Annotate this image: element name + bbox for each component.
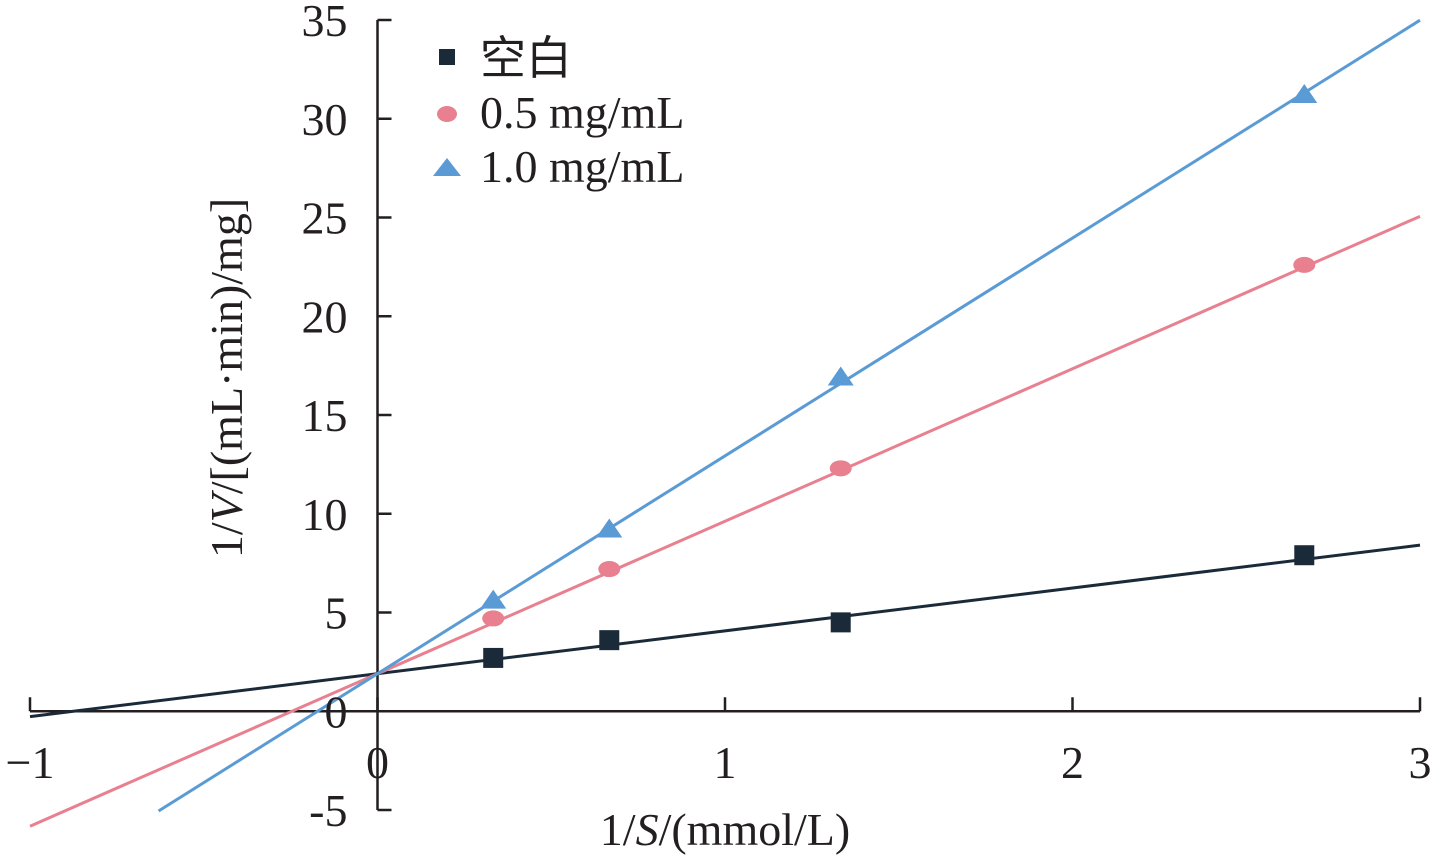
axes: [28, 18, 1422, 812]
fit-line-series-2: [157, 18, 1421, 813]
y-tick-label: 35: [302, 0, 348, 46]
data-point-circle: [482, 610, 505, 627]
data-point-triangle: [480, 589, 507, 609]
x-tick-label: 0: [366, 737, 389, 788]
data-point-circle: [1293, 256, 1316, 273]
y-tick-label: -5: [309, 785, 347, 836]
data-point-square: [830, 612, 851, 633]
x-tick-label: 2: [1061, 737, 1084, 788]
x-tick-label: 1: [714, 737, 737, 788]
data-markers: [480, 84, 1318, 668]
y-tick-label: 15: [302, 390, 348, 441]
y-tick-label: 20: [302, 291, 348, 342]
y-axis-title: 1/V/[(mL·min)/mg]: [201, 198, 252, 558]
x-tick-label: 3: [1409, 737, 1431, 788]
legend-label-blank: 空白: [480, 33, 572, 84]
fit-line-series-0: [29, 543, 1421, 719]
legend-marker-circle: [437, 106, 457, 122]
tick-labels: −1 0 1 2 3 -5 0 5 10 15 20 25 30 35: [6, 0, 1431, 836]
y-tick-label: 25: [302, 193, 348, 244]
x-axis-title: 1/S/(mmol/L): [600, 804, 850, 855]
y-tick-label: 30: [302, 94, 348, 145]
fit-lines: [29, 18, 1421, 828]
data-point-triangle: [1291, 84, 1318, 104]
data-point-triangle: [596, 518, 623, 538]
fit-line-series-1: [29, 214, 1421, 828]
y-tick-label: 5: [325, 588, 348, 639]
data-point-circle: [829, 460, 852, 477]
legend: 空白 0.5 mg/mL 1.0 mg/mL: [433, 33, 684, 192]
legend-marker-square: [439, 49, 455, 65]
data-point-triangle: [827, 366, 854, 386]
legend-item-blank: 空白: [439, 33, 572, 84]
legend-marker-triangle: [433, 158, 461, 176]
data-point-square: [599, 630, 620, 651]
y-tick-label: 10: [302, 489, 348, 540]
legend-label-0-5: 0.5 mg/mL: [480, 87, 684, 138]
legend-item-0-5: 0.5 mg/mL: [437, 87, 684, 138]
data-point-square: [1294, 545, 1315, 566]
legend-item-1-0: 1.0 mg/mL: [433, 141, 684, 192]
y-tick-label: 0: [325, 686, 348, 737]
legend-label-1-0: 1.0 mg/mL: [480, 141, 684, 192]
x-tick-label: −1: [6, 737, 55, 788]
data-point-circle: [598, 561, 621, 578]
data-point-square: [483, 647, 504, 668]
